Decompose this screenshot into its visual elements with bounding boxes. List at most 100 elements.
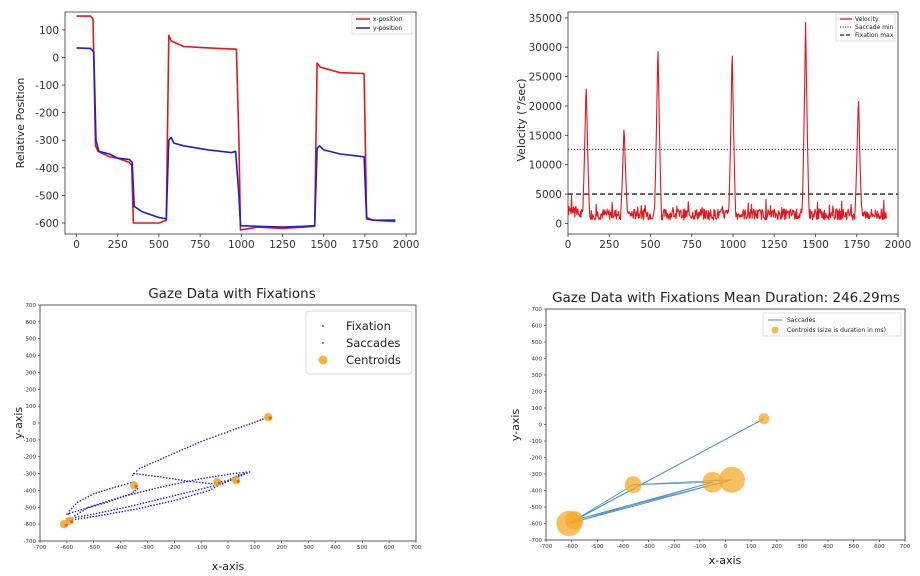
saccade-point bbox=[67, 513, 69, 515]
saccade-point bbox=[80, 517, 83, 520]
y-tick-label: -200 bbox=[35, 108, 59, 120]
y-tick-label: 100 bbox=[532, 406, 543, 412]
saccade-point bbox=[82, 498, 84, 501]
y-tick-label: -600 bbox=[35, 218, 59, 230]
saccade-point bbox=[128, 505, 130, 508]
x-tick-label: 500 bbox=[149, 239, 169, 251]
y-tick-label: 0 bbox=[539, 423, 543, 429]
y-tick-label: -500 bbox=[530, 505, 543, 511]
saccade-point bbox=[86, 516, 89, 519]
legend-marker-saccades bbox=[322, 342, 324, 344]
saccade-point bbox=[99, 502, 101, 505]
series-velocity-line bbox=[567, 22, 887, 221]
legend-label-saccades: Saccades bbox=[346, 336, 400, 350]
saccade-point bbox=[90, 505, 93, 508]
saccade-point bbox=[202, 481, 204, 484]
saccade-point bbox=[110, 509, 113, 512]
y-tick-label: -100 bbox=[530, 439, 543, 445]
x-axis-label: x-axis bbox=[212, 560, 245, 573]
y-tick-label: 0 bbox=[52, 53, 59, 65]
saccade-point bbox=[130, 509, 132, 511]
saccade-point bbox=[176, 451, 178, 453]
saccade-point bbox=[170, 453, 173, 456]
saccade-point bbox=[114, 486, 116, 488]
saccade-point bbox=[127, 493, 130, 496]
y-tick-label: -600 bbox=[530, 522, 543, 528]
x-tick-label: 0 bbox=[226, 545, 230, 551]
saccade-point bbox=[239, 472, 241, 474]
saccade-point bbox=[226, 431, 229, 433]
fixation-point bbox=[217, 481, 221, 485]
x-tick-label: 700 bbox=[900, 544, 911, 550]
saccade-point bbox=[220, 474, 223, 477]
saccade-point bbox=[203, 487, 206, 490]
saccade-point bbox=[145, 489, 148, 492]
plot-frame bbox=[64, 11, 417, 235]
saccade-point bbox=[87, 495, 90, 498]
saccade-point bbox=[154, 475, 156, 478]
saccade-point bbox=[259, 419, 262, 421]
saccade-point bbox=[70, 507, 73, 510]
x-tick-label: 1250 bbox=[761, 239, 788, 251]
x-tick-label: 100 bbox=[250, 545, 261, 551]
saccade-point bbox=[160, 498, 162, 500]
x-tick-label: 500 bbox=[640, 239, 660, 251]
saccade-point bbox=[137, 492, 139, 494]
saccade-point bbox=[145, 501, 148, 504]
saccade-point bbox=[227, 480, 229, 483]
saccade-point bbox=[243, 472, 245, 475]
saccade-point bbox=[171, 483, 174, 486]
saccade-point bbox=[196, 493, 199, 495]
saccade-point bbox=[175, 478, 177, 481]
saccade-point bbox=[76, 501, 79, 504]
saccade-point bbox=[74, 518, 77, 521]
y-tick-label: -500 bbox=[35, 190, 59, 202]
saccade-point bbox=[167, 501, 170, 503]
saccade-point bbox=[180, 479, 183, 482]
saccade-point bbox=[135, 470, 138, 472]
saccade-point bbox=[193, 493, 196, 496]
saccade-point bbox=[105, 501, 107, 503]
saccade-point bbox=[170, 500, 173, 503]
saccade-point bbox=[81, 515, 83, 518]
saccade-point bbox=[227, 479, 229, 482]
saccade-point bbox=[186, 446, 189, 449]
saccade-point bbox=[109, 487, 111, 490]
y-tick-label: -400 bbox=[35, 163, 59, 175]
saccade-point bbox=[226, 473, 229, 476]
x-tick-label: 200 bbox=[276, 545, 287, 551]
y-tick-label: 700 bbox=[26, 303, 37, 309]
saccade-point bbox=[171, 495, 174, 497]
centroid-marker bbox=[565, 511, 584, 530]
saccade-point bbox=[178, 479, 180, 481]
saccade-point bbox=[242, 471, 244, 474]
saccade-point bbox=[235, 472, 238, 475]
saccade-point bbox=[192, 444, 194, 446]
saccade-point bbox=[151, 500, 153, 502]
saccade-point bbox=[237, 427, 240, 429]
x-tick-label: -100 bbox=[694, 544, 707, 550]
saccade-point bbox=[169, 477, 171, 480]
saccade-point bbox=[168, 496, 171, 498]
x-tick-label: 750 bbox=[682, 239, 702, 251]
x-tick-label: 1750 bbox=[352, 239, 379, 251]
y-tick-label: -100 bbox=[24, 438, 37, 444]
x-tick-label: -400 bbox=[617, 544, 630, 550]
legend-label-saccades: Saccades bbox=[787, 317, 815, 324]
saccade-point bbox=[84, 497, 87, 499]
saccade-point bbox=[104, 510, 107, 513]
saccade-point bbox=[107, 513, 109, 515]
y-tick-label: 100 bbox=[26, 404, 37, 410]
saccade-point bbox=[103, 502, 106, 504]
saccade-point bbox=[182, 497, 184, 499]
y-tick-label: 300 bbox=[532, 373, 543, 379]
x-tick-label: -500 bbox=[87, 545, 100, 551]
y-tick-label: 400 bbox=[26, 354, 37, 360]
saccade-point bbox=[139, 503, 142, 505]
saccade-point bbox=[178, 450, 181, 452]
saccade-point bbox=[186, 480, 189, 483]
y-tick-label: 200 bbox=[532, 390, 543, 396]
y-axis-label: Relative Position bbox=[14, 78, 27, 169]
y-tick-label: 25000 bbox=[529, 72, 562, 84]
x-tick-label: 0 bbox=[724, 544, 728, 550]
